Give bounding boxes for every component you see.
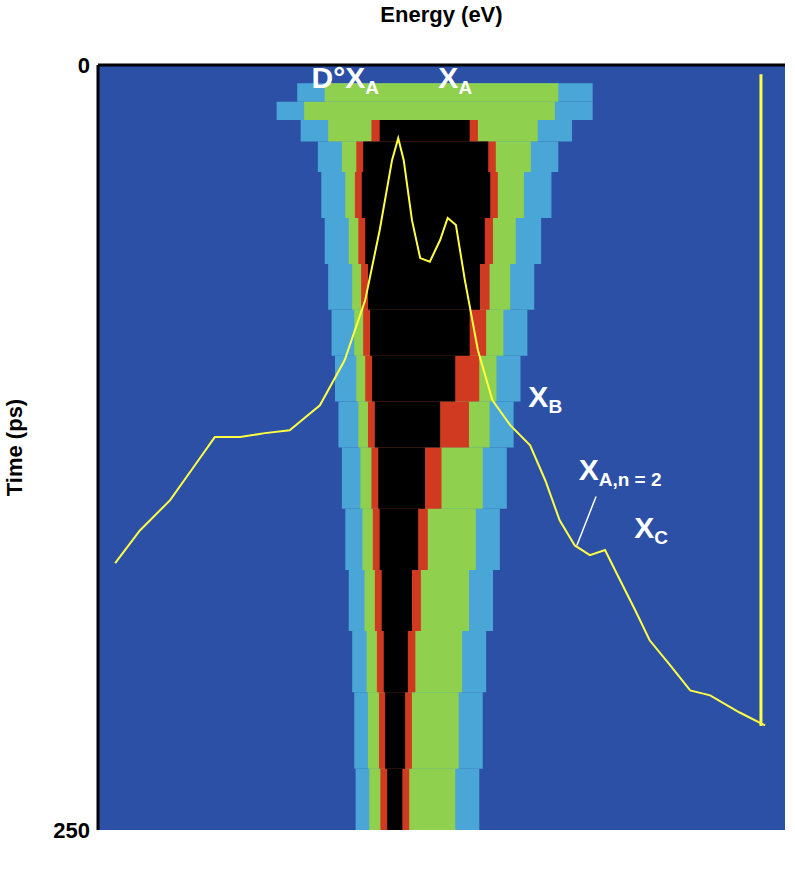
svg-text:0: 0 [78,53,90,78]
svg-text:Energy (eV): Energy (eV) [380,2,502,27]
svg-text:XC: XC [634,511,668,548]
svg-text:XB: XB [528,379,562,416]
svg-text:Time (ps): Time (ps) [2,399,27,496]
svg-text:D°XA: D°XA [312,61,380,98]
svg-text:250: 250 [53,818,90,843]
svg-text:XA: XA [438,61,472,98]
svg-text:XA,n = 2: XA,n = 2 [579,453,662,490]
